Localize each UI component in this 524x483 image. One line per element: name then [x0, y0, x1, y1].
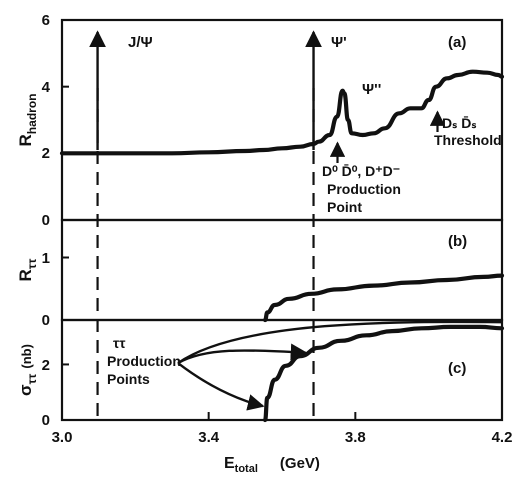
- xtick-label: 3.0: [52, 429, 73, 446]
- tau-production-label: Production: [107, 353, 181, 369]
- panel-b-curve: [263, 273, 505, 323]
- psi-prime-label: Ψ': [331, 34, 347, 51]
- panel-b-frame: [60, 218, 504, 322]
- panel-c-ylabel: σττ(nb): [16, 344, 39, 396]
- panel-a-curve: [59, 69, 505, 156]
- tau-upper-pointer: [177, 320, 503, 365]
- panel-c-frame: [60, 318, 504, 422]
- ds-label: Dₛ D̄ₛ: [442, 114, 477, 131]
- psi-double-prime-label: Ψ'': [362, 81, 381, 98]
- chart-marks: [59, 19, 505, 423]
- jpsi-label: J/Ψ: [128, 34, 153, 51]
- threshold-label: Threshold: [434, 132, 502, 148]
- panel-b-ylabel: Rττ: [16, 258, 39, 282]
- panel-a: 0 2 4 6 Rhadron (a) J/Ψ Ψ' Ψ'' D⁰ D̄⁰, D…: [16, 12, 504, 229]
- tau-lower-arrow: [177, 362, 265, 411]
- xtick-label: 3.8: [345, 429, 366, 446]
- panel-b-label: (b): [448, 233, 467, 250]
- panel-b-ytick-label: 0: [42, 312, 50, 329]
- panel-c-ytick-label: 2: [42, 357, 50, 374]
- tau-label: ττ: [113, 335, 126, 351]
- production-label: Production: [327, 181, 401, 197]
- panel-c-label: (c): [448, 360, 466, 377]
- panel-a-label: (a): [448, 34, 466, 51]
- panel-a-ytick-label: 0: [42, 212, 50, 229]
- panel-c: 0 2 σττ(nb) (c) ττ Production Points 3.0…: [16, 318, 513, 475]
- d-meson-label: D⁰ D̄⁰, D⁺D⁻: [322, 162, 400, 179]
- panel-b: 0 1 Rττ (b): [16, 218, 504, 329]
- tau-upper-arrow: [177, 343, 308, 365]
- xtick-label: 3.4: [198, 429, 220, 446]
- x-axis-label: Etotal (GeV): [224, 455, 320, 475]
- point-label: Point: [327, 199, 362, 215]
- panel-a-ytick-label: 6: [42, 12, 50, 29]
- panel-a-ylabel: Rhadron: [16, 94, 39, 147]
- panel-c-curve: [263, 324, 505, 423]
- panel-c-ytick-label: 0: [42, 412, 50, 429]
- panel-a-ytick-label: 4: [42, 79, 51, 96]
- xtick-label: 4.2: [492, 429, 513, 446]
- tau-points-label: Points: [107, 371, 150, 387]
- panel-a-ytick-label: 2: [42, 145, 50, 162]
- panel-b-ytick-label: 1: [42, 250, 50, 267]
